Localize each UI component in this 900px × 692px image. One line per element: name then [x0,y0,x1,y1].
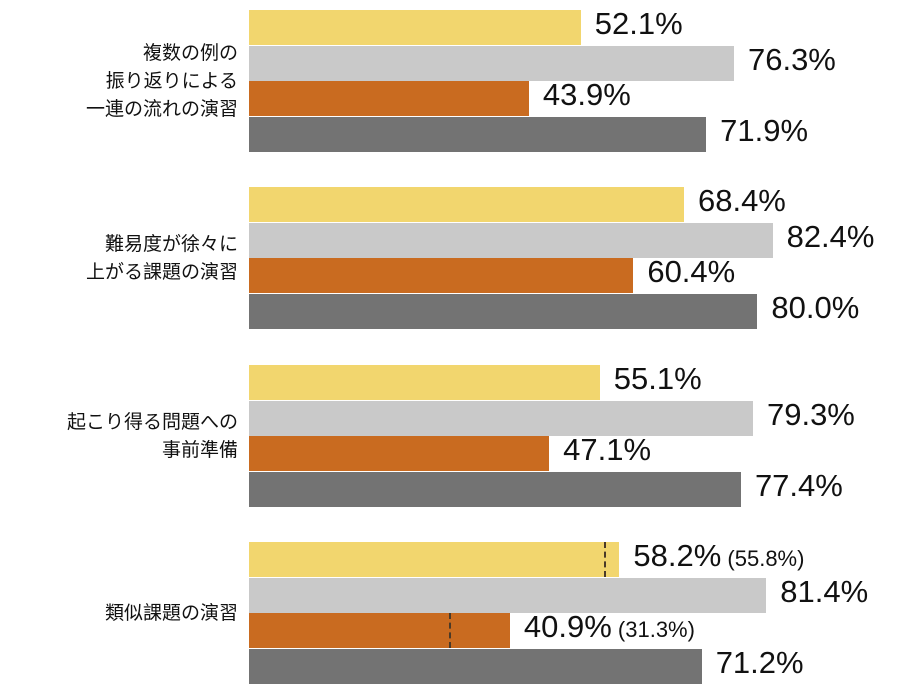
value-text: 68.4% [697,183,786,218]
reference-value-text: (55.8%) [721,546,805,571]
value-text: 71.9% [720,112,809,148]
value-label: 58.2% (55.8%) [633,538,804,576]
value-text: 60.4% [647,254,736,289]
reference-value-text: (31.3%) [611,617,695,642]
bar-group: 起こり得る問題への事前準備 55.1% 79.3% 47.1% 77.4% [0,361,900,507]
value-label: 55.1% [614,361,702,396]
bar [249,293,758,329]
value-label: 76.3% [748,42,836,77]
value-text: 81.4% [780,573,869,609]
value-text: 79.3% [766,396,855,432]
value-text: 77.4% [754,467,843,503]
value-text: 47.1% [563,432,652,467]
bar [249,187,684,222]
category-label-line: 難易度が徐々に [104,233,238,255]
category-label: 複数の例の振り返りによる一連の流れの演習 [86,39,238,123]
category-label: 難易度が徐々に上がる課題の演習 [86,230,238,286]
category-label-line: 事前準備 [161,439,238,461]
bar [249,436,550,471]
value-text: 76.3% [747,41,836,77]
bar-group: 難易度が徐々に上がる課題の演習 68.4% 82.4% 60.4% 80.0% [0,183,900,329]
bar [249,365,600,400]
value-label: 82.4% [787,219,875,254]
value-label: 77.4% [755,468,843,503]
bar [249,542,620,577]
category-label-line: 振り返りによる [105,70,238,92]
bar-group: 複数の例の振り返りによる一連の流れの演習 52.1% 76.3% 43.9% 71.9% [0,6,900,152]
category-label: 起こり得る問題への事前準備 [67,408,238,464]
bar [249,45,734,81]
value-label: 79.3% [767,397,855,432]
bar [249,648,702,684]
bar [249,81,529,116]
category-label: 類似課題の演習 [105,599,238,627]
value-label: 43.9% [543,77,631,112]
value-text: 55.1% [613,361,702,396]
category-label-line: 類似課題の演習 [104,602,238,624]
value-label: 80.0% [771,290,859,325]
bar [249,577,767,613]
bar [249,471,741,507]
value-text: 80.0% [771,289,860,325]
value-label: 52.1% [595,6,683,41]
bar [249,10,581,45]
value-text: 71.2% [715,644,804,680]
value-text: 40.9% [523,609,612,644]
category-label-line: 起こり得る問題への [66,411,238,433]
value-text: 52.1% [594,6,683,41]
category-label-line: 複数の例の [142,42,238,64]
value-text: 82.4% [786,218,875,254]
value-label: 47.1% [563,432,651,467]
value-label: 71.9% [720,113,808,148]
value-label: 40.9% (31.3%) [524,609,695,647]
category-label-line: 一連の流れの演習 [85,98,238,120]
bar [249,258,634,293]
reference-marker [604,542,607,577]
bar [249,222,773,258]
reference-marker [449,613,452,648]
value-label: 68.4% [698,183,786,218]
value-label: 60.4% [647,254,735,289]
value-label: 81.4% [780,574,868,609]
value-label: 71.2% [716,645,804,680]
value-text: 58.2% [633,538,722,573]
bar [249,613,510,648]
bar [249,116,707,152]
category-label-line: 上がる課題の演習 [85,261,238,283]
bar-group: 類似課題の演習 58.2% (55.8%) 81.4% 40.9% (31.3%) 71… [0,538,900,684]
bar [249,400,753,436]
value-text: 43.9% [542,77,631,112]
